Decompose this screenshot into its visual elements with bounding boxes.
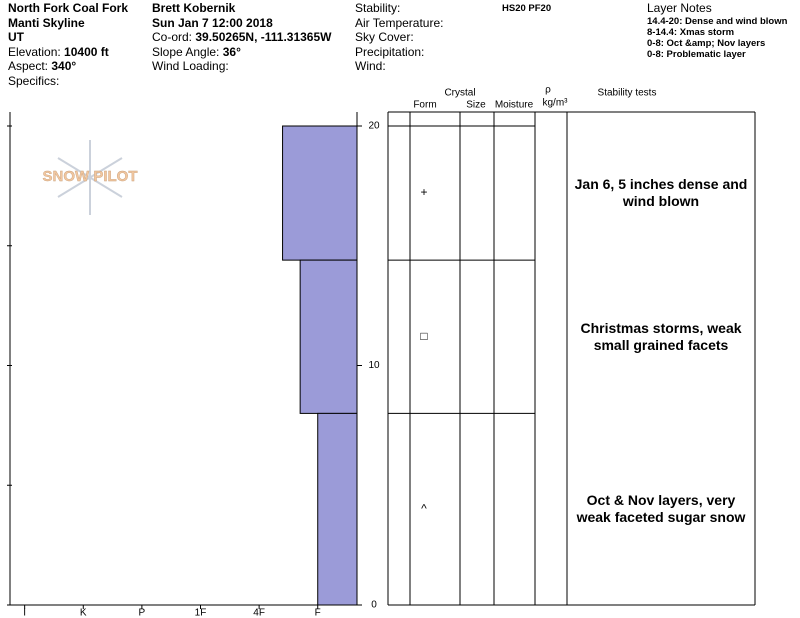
watermark-text: SNOW PILOT [43, 168, 138, 185]
value: 10400 ft [64, 44, 109, 59]
y-tick-label: 10 [368, 360, 380, 371]
location: North Fork Coal Fork Manti Skyline UT [8, 1, 128, 45]
value: 39.50265N, -111.31365W [195, 30, 332, 44]
grain-form: □ [420, 329, 427, 343]
layer-comment: Jan 6, 5 inches dense and wind blown [574, 176, 748, 210]
table-header: Moisture [495, 100, 534, 111]
date: Sun Jan 7 12:00 2018 [152, 15, 273, 30]
y-tick-label: 0 [371, 600, 377, 611]
layer-comment: Christmas storms, weak small grained fac… [580, 319, 742, 353]
hardness-bar [299, 259, 358, 414]
label: Elevation: [8, 44, 61, 59]
label: Wind: [355, 59, 386, 73]
line: UT [8, 30, 24, 44]
notes-title: Layer Notes [647, 1, 712, 15]
label: Co-ord: [152, 30, 193, 44]
observer: Brett Kobernik [152, 1, 236, 15]
conditions: Stability: Air Temperature: Sky Cover: Prec… [355, 1, 443, 74]
x-tick-label: I [23, 608, 26, 618]
layer-notes: Layer Notes 14.4-20: Dense and wind blow… [647, 1, 787, 60]
label: Wind Loading: [152, 59, 229, 73]
table-header: ρ [545, 85, 551, 96]
label: Stability: [355, 1, 401, 15]
label: Aspect: [8, 59, 49, 73]
watermark [57, 140, 123, 215]
y-tick-label: 20 [368, 121, 380, 132]
hardness-bar [282, 125, 358, 261]
x-tick-label: 1F [195, 608, 207, 618]
table-header: Size [466, 100, 486, 111]
value: 340° [51, 59, 77, 73]
line: North Fork Coal Fork [8, 1, 129, 15]
site: Elevation: 10400 ft Aspect: 340° Specifi… [8, 45, 109, 89]
depth-summary: HS20 PF20 [502, 3, 552, 14]
grain-form: + [420, 185, 427, 199]
layer-comment: Oct & Nov layers, very weak faceted suga… [576, 492, 746, 526]
note: 0-8: Oct &amp; Nov layers [647, 37, 766, 49]
x-tick-label: F [315, 608, 321, 618]
observation: Brett Kobernik Sun Jan 7 12:00 2018 Co-o… [152, 1, 331, 74]
label: Specifics: [8, 73, 60, 88]
line: Manti Skyline [8, 15, 85, 30]
x-tick-label: P [139, 608, 146, 618]
grain-form: ^ [421, 501, 427, 515]
hardness-bar [317, 412, 358, 606]
label: Sky Cover: [355, 30, 414, 44]
label: Slope Angle: [152, 44, 220, 59]
note: 14.4-20: Dense and wind blown [647, 15, 788, 27]
table-header: Form [413, 100, 436, 111]
table-header: kg/m³ [543, 98, 569, 109]
table-header: Crystal [444, 88, 475, 99]
note: 8-14.4: Xmas storm [647, 26, 735, 38]
note: 0-8: Problematic layer [647, 48, 746, 60]
table-header: Stability tests [598, 88, 657, 99]
x-tick-label: K [80, 608, 87, 618]
label: Air Temperature: [355, 15, 444, 30]
label: Precipitation: [355, 44, 425, 59]
x-tick-label: 4F [253, 608, 265, 618]
value: 36° [222, 44, 241, 59]
